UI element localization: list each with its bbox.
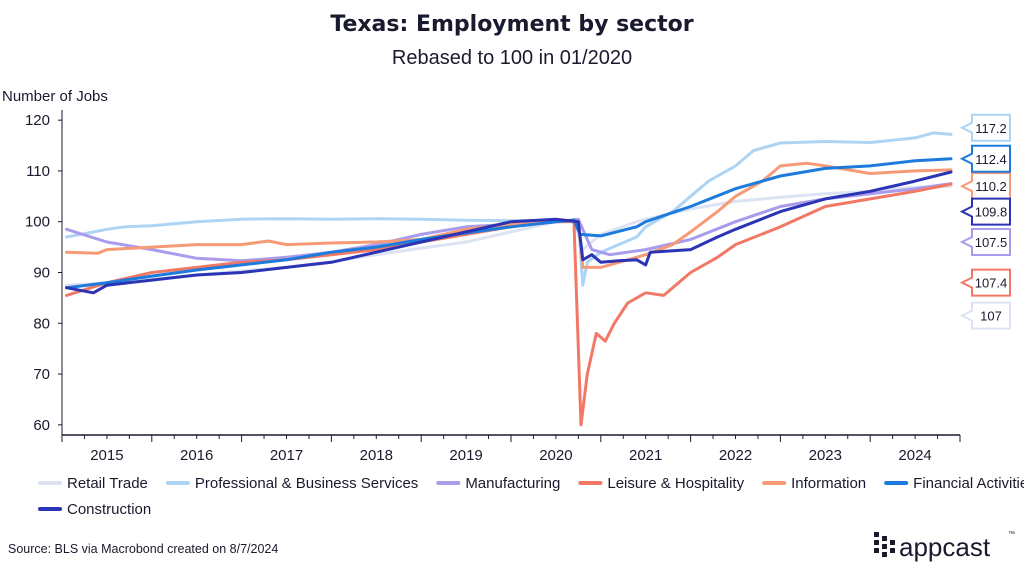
end-label: 110.2 xyxy=(959,172,1011,201)
x-tick-label: 2019 xyxy=(449,447,482,464)
y-tick-label: 110 xyxy=(26,163,50,180)
end-label: 107.5 xyxy=(959,228,1011,257)
legend-label: Construction xyxy=(67,501,151,518)
end-label: 112.4 xyxy=(959,144,1011,173)
x-tick-label: 2022 xyxy=(719,447,752,464)
source-note: Source: BLS via Macrobond created on 8/7… xyxy=(8,542,278,556)
end-labels: 107 117.2 107.5 107.4 110.2 112.4 109.8 xyxy=(959,113,1011,330)
appcast-logo: appcast ™ xyxy=(874,531,1015,562)
end-label: 107.4 xyxy=(959,268,1011,297)
y-axis: 60 70 80 90 100 110 120 xyxy=(25,110,63,435)
legend-item: Manufacturing xyxy=(436,475,560,492)
legend-label: Information xyxy=(791,475,866,492)
y-tick-label: 70 xyxy=(33,366,50,383)
end-label-value: 110.2 xyxy=(975,179,1007,194)
x-tick-label: 2015 xyxy=(90,447,123,464)
end-label-box xyxy=(959,228,1011,257)
end-label: 117.2 xyxy=(959,113,1011,142)
legend-label: Leisure & Hospitality xyxy=(607,475,744,492)
legend-label: Manufacturing xyxy=(465,475,560,492)
end-label-box xyxy=(959,144,1011,173)
end-label: 107 xyxy=(959,301,1011,330)
series-line-information xyxy=(65,161,953,269)
end-label-box xyxy=(959,197,1011,226)
series-line-professional-business-services xyxy=(65,131,953,287)
end-label-box xyxy=(959,172,1011,201)
end-label-value: 109.8 xyxy=(975,205,1008,220)
end-label-box xyxy=(959,113,1011,142)
appcast-logo-icon xyxy=(874,532,895,557)
chart-subtitle: Rebased to 100 in 01/2020 xyxy=(392,47,632,69)
x-tick-label: 2024 xyxy=(898,447,931,464)
end-label-value: 117.2 xyxy=(975,121,1007,136)
end-label: 109.8 xyxy=(959,197,1011,226)
legend-item: Leisure & Hospitality xyxy=(578,475,745,492)
legend-item: Construction xyxy=(38,501,151,518)
y-tick-label: 90 xyxy=(33,265,50,282)
x-tick-label: 2018 xyxy=(360,447,393,464)
appcast-logo-text: appcast xyxy=(899,532,991,562)
x-axis: 2015 2016 2017 2018 2019 2020 2021 2022 2023 2024 xyxy=(61,434,961,464)
y-tick-label: 60 xyxy=(33,417,50,434)
legend: Retail Trade Professional & Business Serv… xyxy=(38,475,1024,518)
legend-label: Financial Activities xyxy=(913,475,1024,492)
x-tick-label: 2016 xyxy=(180,447,213,464)
end-label-value: 112.4 xyxy=(975,152,1007,167)
y-tick-label: 120 xyxy=(25,112,50,129)
legend-item: Financial Activities xyxy=(884,475,1024,492)
legend-label: Professional & Business Services xyxy=(195,475,418,492)
x-tick-label: 2020 xyxy=(539,447,572,464)
x-tick-label: 2023 xyxy=(809,447,842,464)
x-tick-label: 2021 xyxy=(629,447,662,464)
legend-item: Information xyxy=(762,475,866,492)
end-label-box xyxy=(959,268,1011,297)
series-lines xyxy=(65,131,953,427)
y-axis-title: Number of Jobs xyxy=(2,88,108,105)
series-line-construction xyxy=(65,170,953,295)
y-tick-label: 100 xyxy=(25,214,50,231)
end-label-value: 107.5 xyxy=(975,235,1008,250)
end-label-value: 107 xyxy=(980,309,1002,324)
legend-label: Retail Trade xyxy=(67,475,148,492)
y-tick-label: 80 xyxy=(33,315,50,332)
end-label-box xyxy=(959,301,1011,330)
trademark-mark: ™ xyxy=(1008,531,1015,538)
legend-item: Professional & Business Services xyxy=(165,475,418,492)
legend-item: Retail Trade xyxy=(38,475,148,492)
x-tick-label: 2017 xyxy=(270,447,303,464)
end-label-value: 107.4 xyxy=(975,276,1008,291)
chart-title: Texas: Employment by sector xyxy=(330,12,693,37)
